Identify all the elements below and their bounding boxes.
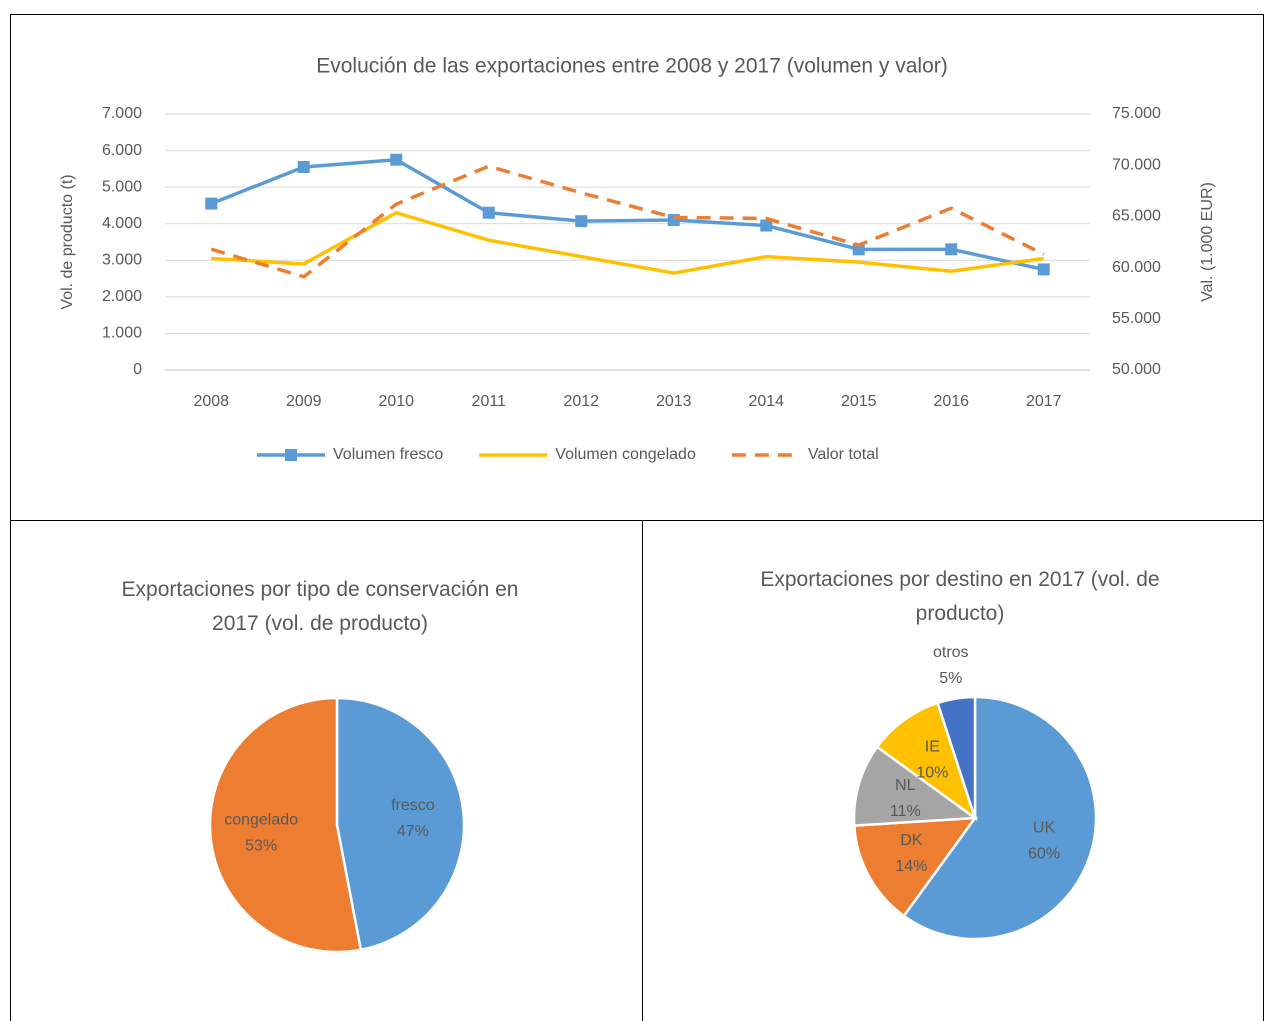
slice-value-label: 60% bbox=[1028, 846, 1060, 863]
x-tick-label: 2011 bbox=[472, 393, 507, 410]
point-marker bbox=[575, 215, 588, 228]
pie-slice bbox=[902, 695, 1098, 941]
chart-title: Exportaciones por destino en 2017 (vol. … bbox=[760, 568, 1159, 625]
y-tick-label: 4.000 bbox=[102, 215, 142, 232]
x-tick-label: 2016 bbox=[933, 393, 969, 410]
point-marker bbox=[205, 197, 218, 210]
slice-value-label: 10% bbox=[916, 764, 948, 781]
slice-value-label: 14% bbox=[895, 858, 927, 875]
legend-label: Volumen congelado bbox=[555, 446, 696, 463]
y2-tick-label: 75.000 bbox=[1112, 105, 1161, 122]
x-tick-label: 2015 bbox=[841, 393, 877, 410]
chart-title: Exportaciones por tipo de conservación e… bbox=[122, 578, 519, 635]
x-tick-label: 2013 bbox=[656, 393, 692, 410]
y-tick-label: 7.000 bbox=[102, 105, 142, 122]
pie-slice bbox=[875, 701, 978, 822]
slice-value-label: 47% bbox=[397, 823, 429, 840]
slice-value-label: 11% bbox=[890, 803, 921, 820]
y-tick-label: 3.000 bbox=[102, 252, 142, 269]
point-marker bbox=[297, 161, 310, 174]
pie-slice bbox=[852, 816, 978, 918]
slice-category-label: otros bbox=[933, 644, 969, 661]
point-marker bbox=[390, 153, 403, 166]
x-tick-label: 2017 bbox=[1026, 393, 1062, 410]
y-tick-label: 1.000 bbox=[102, 325, 142, 342]
y-axis-label: Vol. de producto (t) bbox=[59, 174, 76, 309]
series-line bbox=[210, 164, 1045, 279]
legend-label: Valor total bbox=[808, 446, 879, 463]
slice-category-label: fresco bbox=[391, 797, 435, 814]
pie-slice bbox=[936, 695, 977, 819]
slice-value-label: 5% bbox=[939, 670, 962, 687]
slice-value-label: 53% bbox=[245, 837, 277, 854]
slice-category-label: IE bbox=[925, 738, 940, 755]
y-tick-label: 0 bbox=[133, 361, 142, 378]
chart-title: Evolución de las exportaciones entre 200… bbox=[316, 55, 948, 78]
point-marker bbox=[945, 243, 958, 256]
y2-axis-label: Val. (1.000 EUR) bbox=[1199, 182, 1216, 302]
y-tick-label: 2.000 bbox=[102, 288, 142, 305]
y2-tick-label: 50.000 bbox=[1112, 361, 1161, 378]
point-marker bbox=[760, 219, 773, 232]
point-marker bbox=[482, 206, 495, 219]
point-marker bbox=[1037, 263, 1050, 276]
legend-marker bbox=[285, 449, 297, 461]
slice-category-label: DK bbox=[900, 832, 923, 849]
slice-category-label: congelado bbox=[224, 811, 298, 828]
y2-tick-label: 65.000 bbox=[1112, 208, 1161, 225]
x-tick-label: 2009 bbox=[286, 393, 322, 410]
y2-tick-label: 70.000 bbox=[1112, 156, 1161, 173]
x-tick-label: 2008 bbox=[193, 393, 229, 410]
series-line bbox=[211, 210, 1044, 275]
series-line bbox=[210, 157, 1045, 272]
slice-category-label: NL bbox=[895, 777, 916, 794]
x-tick-label: 2012 bbox=[563, 393, 599, 410]
y2-tick-label: 60.000 bbox=[1112, 259, 1161, 276]
cell-border bbox=[10, 14, 1264, 1021]
x-tick-label: 2010 bbox=[378, 393, 414, 410]
pie-slice bbox=[335, 696, 466, 952]
y2-tick-label: 55.000 bbox=[1112, 310, 1161, 327]
y-tick-label: 5.000 bbox=[102, 178, 142, 195]
pie-slice bbox=[852, 745, 979, 827]
legend-label: Volumen fresco bbox=[333, 446, 443, 463]
y-tick-label: 6.000 bbox=[102, 142, 142, 159]
point-marker bbox=[852, 243, 865, 256]
x-tick-label: 2014 bbox=[748, 393, 784, 410]
pie-slice bbox=[208, 696, 363, 954]
slice-category-label: UK bbox=[1033, 820, 1056, 837]
